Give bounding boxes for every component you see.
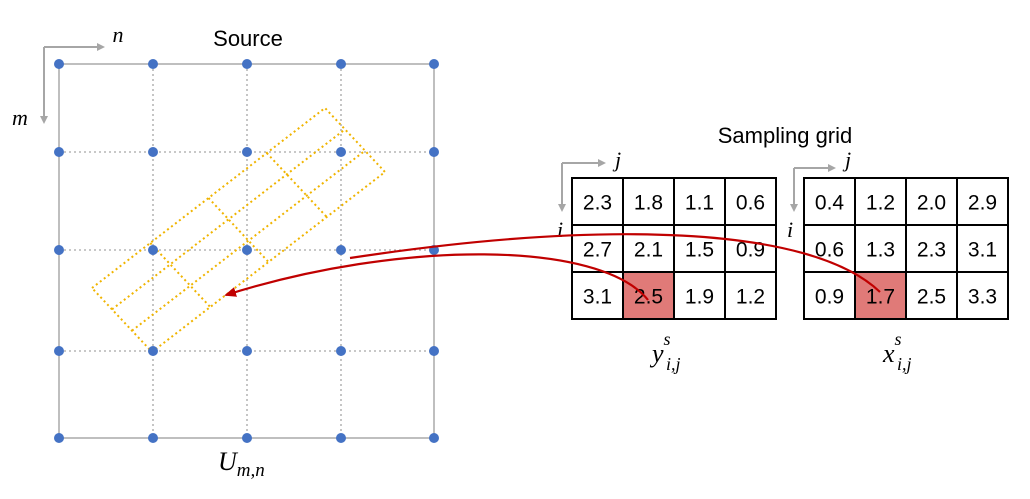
y-grid-cell [724,224,777,273]
sampling-footprint [90,106,387,354]
source-grid-node [54,59,64,69]
x-grid-caption-sub: i,j [897,354,912,374]
y-grid-j-label: j [612,147,621,172]
x-sampling-grid: 0.4 1.2 2.0 2.9 0.6 1.3 2.3 3.1 0.9 1.7 2.5 3.3 [803,177,1009,320]
x-grid-cell-value: 3.1 [968,239,997,262]
source-grid-node [148,433,158,443]
y-grid-cell [724,271,777,320]
x-grid-cell [905,271,958,320]
sampling-panel: Sampling grid j i j i 2.3 1.8 1.1 0.6 2.7 2.1… [557,123,1009,374]
source-grid-node [242,147,252,157]
x-grid-cell-value: 1.7 [866,286,895,309]
y-grid-caption: ys i,j [649,329,681,374]
source-grid-node [54,433,64,443]
x-grid-caption-main: x [882,339,895,368]
source-axis-indicator: n m [12,22,123,130]
y-grid-i-label: i [557,217,563,242]
y-grid-cell-value: 3.1 [583,286,612,309]
y-grid-cell-value: 2.5 [634,286,663,309]
y-grid-cell-value: 0.6 [736,192,765,215]
y-grid-axis-indicator: j i [557,147,621,242]
source-grid-node [54,245,64,255]
y-to-source-arrow [224,253,649,301]
x-grid-cell-value: 0.6 [815,239,844,262]
y-grid-caption-sup: s [664,329,671,349]
x-grid-cell [956,271,1009,320]
y-grid-cell-value: 1.8 [634,192,663,215]
x-grid-cell [956,224,1009,273]
x-grid-cell-value: 2.0 [917,192,946,215]
m-axis-label: m [12,105,28,130]
source-panel: Source n m Um,n [12,22,439,481]
x-grid-cell [854,224,907,273]
source-grid-node [336,433,346,443]
y-grid-cell-value: 2.7 [583,239,612,262]
source-grid-node [148,59,158,69]
source-grid-node [336,346,346,356]
source-grid-node [429,147,439,157]
x-grid-cell-value: 1.3 [866,239,895,262]
source-grid-nodes [54,59,439,443]
y-grid-cell-value: 1.9 [685,286,714,309]
source-grid-node [148,147,158,157]
source-grid-node [54,147,64,157]
x-grid-cell [956,177,1009,226]
x-grid-caption: xs i,j [882,329,912,374]
source-grid-node [336,147,346,157]
source-grid-node [54,346,64,356]
x-grid-cell-value: 0.9 [815,286,844,309]
y-grid-cell-value: 1.1 [685,192,714,215]
source-caption-sub: m,n [237,460,265,481]
source-grid-node [242,245,252,255]
source-grid-node [242,346,252,356]
source-grid-node [242,59,252,69]
sampling-footprint-col-line [207,197,270,263]
x-to-source-arrow [349,233,881,293]
x-grid-cell-value: 2.9 [968,192,997,215]
y-grid-cell [571,177,624,226]
n-axis-label: n [113,22,124,47]
source-grid-node [148,346,158,356]
x-grid-axis-indicator: j i [787,147,851,242]
y-grid-caption-sub: i,j [666,354,681,374]
x-grid-cell [803,224,856,273]
sampling-footprint-row-line [131,149,366,332]
source-grid-node [336,245,346,255]
y-grid-cell-value: 1.2 [736,286,765,309]
x-grid-cell-value: 2.5 [917,286,946,309]
source-grid-node [148,245,158,255]
x-grid-cell-value: 0.4 [815,192,845,215]
y-grid-cell-value: 1.5 [685,239,714,262]
source-grid-node [429,346,439,356]
source-caption: Um,n [218,447,265,481]
y-grid-cell-value: 2.1 [634,239,663,262]
source-grid-node [429,433,439,443]
y-grid-cell-value: 2.3 [583,192,612,215]
source-grid-node [242,433,252,443]
x-grid-cell-value: 2.3 [917,239,946,262]
x-grid-caption-sup: s [895,329,902,349]
x-grid-i-label: i [787,217,793,242]
source-title: Source [213,26,283,51]
x-grid-j-label: j [842,147,851,172]
source-grid-node [429,59,439,69]
sampling-footprint-col-line [149,242,211,308]
mapping-arrows [224,233,881,301]
x-grid-cell-value: 1.2 [866,192,895,215]
sampling-footprint-col-line [266,152,328,218]
y-grid-caption-main: y [649,339,664,368]
y-grid-cell [622,224,675,273]
x-grid-cell-value: 3.3 [968,286,997,309]
source-grid-node [336,59,346,69]
y-sampling-grid: 2.3 1.8 1.1 0.62.7 2.1 1.5 0.93.1 2.5 1.9 1.2 [571,177,777,320]
sampling-footprint-row-line [111,128,346,311]
sampling-title: Sampling grid [718,123,853,148]
y-grid-cell [673,271,726,320]
source-caption-main: U [218,447,239,476]
